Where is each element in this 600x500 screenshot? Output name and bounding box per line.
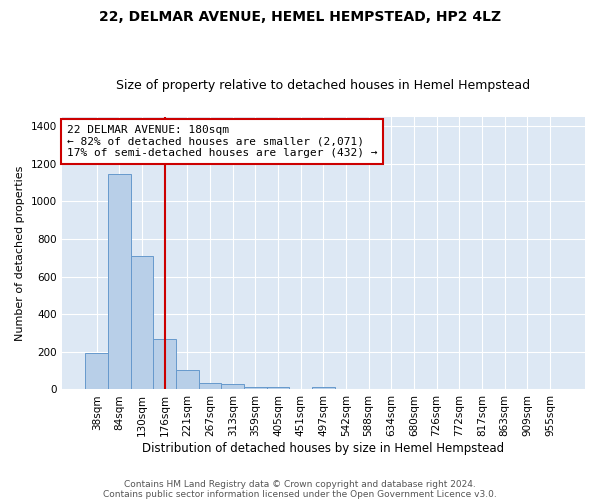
Bar bbox=[176, 370, 199, 390]
Bar bbox=[221, 384, 244, 390]
Bar bbox=[108, 174, 131, 390]
Y-axis label: Number of detached properties: Number of detached properties bbox=[15, 166, 25, 341]
Bar bbox=[312, 387, 335, 390]
Bar bbox=[244, 387, 266, 390]
Text: Contains public sector information licensed under the Open Government Licence v3: Contains public sector information licen… bbox=[103, 490, 497, 499]
Bar bbox=[199, 383, 221, 390]
Bar bbox=[131, 256, 154, 390]
Text: 22, DELMAR AVENUE, HEMEL HEMPSTEAD, HP2 4LZ: 22, DELMAR AVENUE, HEMEL HEMPSTEAD, HP2 … bbox=[99, 10, 501, 24]
X-axis label: Distribution of detached houses by size in Hemel Hempstead: Distribution of detached houses by size … bbox=[142, 442, 505, 455]
Bar bbox=[154, 338, 176, 390]
Bar bbox=[266, 387, 289, 390]
Text: 22 DELMAR AVENUE: 180sqm
← 82% of detached houses are smaller (2,071)
17% of sem: 22 DELMAR AVENUE: 180sqm ← 82% of detach… bbox=[67, 125, 377, 158]
Text: Contains HM Land Registry data © Crown copyright and database right 2024.: Contains HM Land Registry data © Crown c… bbox=[124, 480, 476, 489]
Title: Size of property relative to detached houses in Hemel Hempstead: Size of property relative to detached ho… bbox=[116, 79, 530, 92]
Bar bbox=[85, 353, 108, 390]
